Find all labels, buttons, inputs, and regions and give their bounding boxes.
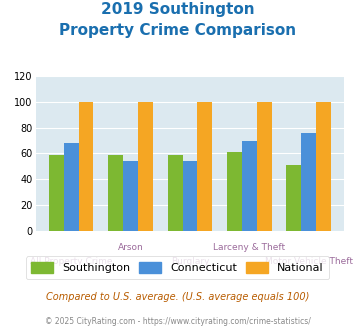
Text: All Property Crime: All Property Crime <box>30 257 113 266</box>
Bar <box>108 155 123 231</box>
Text: Larceny & Theft: Larceny & Theft <box>213 244 285 252</box>
Bar <box>64 143 78 231</box>
Text: 2019 Southington: 2019 Southington <box>101 2 254 16</box>
Text: Compared to U.S. average. (U.S. average equals 100): Compared to U.S. average. (U.S. average … <box>46 292 309 302</box>
Text: © 2025 CityRating.com - https://www.cityrating.com/crime-statistics/: © 2025 CityRating.com - https://www.city… <box>45 317 310 326</box>
Bar <box>168 155 182 231</box>
Bar <box>257 102 272 231</box>
Legend: Southington, Connecticut, National: Southington, Connecticut, National <box>26 256 329 279</box>
Bar <box>301 133 316 231</box>
Text: Burglary: Burglary <box>171 257 209 266</box>
Bar <box>49 155 64 231</box>
Bar <box>182 161 197 231</box>
Bar <box>78 102 93 231</box>
Bar <box>227 152 242 231</box>
Bar <box>138 102 153 231</box>
Bar <box>197 102 212 231</box>
Text: Property Crime Comparison: Property Crime Comparison <box>59 23 296 38</box>
Bar <box>242 141 257 231</box>
Bar <box>123 161 138 231</box>
Text: Motor Vehicle Theft: Motor Vehicle Theft <box>265 257 353 266</box>
Bar <box>286 165 301 231</box>
Bar <box>316 102 331 231</box>
Text: Arson: Arson <box>118 244 143 252</box>
